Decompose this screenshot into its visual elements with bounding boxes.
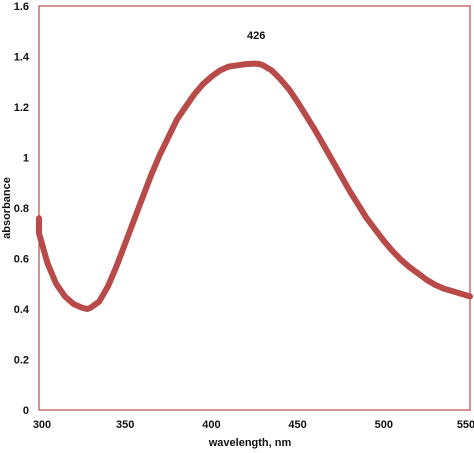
y-tick-label: 0 <box>23 405 29 417</box>
y-axis-ticks: 0 0.2 0.4 0.6 0.8 1 1.2 1.4 1.6 <box>14 1 30 417</box>
series-group <box>36 60 473 312</box>
y-tick-label: 0.2 <box>14 355 29 367</box>
y-tick-label: 1.4 <box>14 52 30 64</box>
y-tick-label: 0.8 <box>14 203 29 215</box>
x-axis-title: wavelength, nm <box>208 437 292 449</box>
x-tick-label: 500 <box>375 419 393 431</box>
y-tick-label: 1 <box>23 153 29 165</box>
x-tick-label: 300 <box>33 419 51 431</box>
x-tick-label: 550 <box>457 419 474 431</box>
y-tick-label: 1.2 <box>14 102 29 114</box>
x-tick-label: 450 <box>288 419 306 431</box>
x-tick-label: 400 <box>202 419 220 431</box>
y-axis-title: absorbance <box>1 177 13 239</box>
y-tick-label: 0.4 <box>14 304 30 316</box>
y-tick-label: 1.6 <box>14 1 29 13</box>
plot-area-frame <box>38 5 471 411</box>
peak-annotation: 426 <box>247 30 265 42</box>
absorbance-series-line <box>36 60 473 312</box>
x-axis-ticks: 300 350 400 450 500 550 <box>33 419 474 431</box>
x-tick-label: 350 <box>116 419 134 431</box>
y-tick-label: 0.6 <box>14 254 29 266</box>
